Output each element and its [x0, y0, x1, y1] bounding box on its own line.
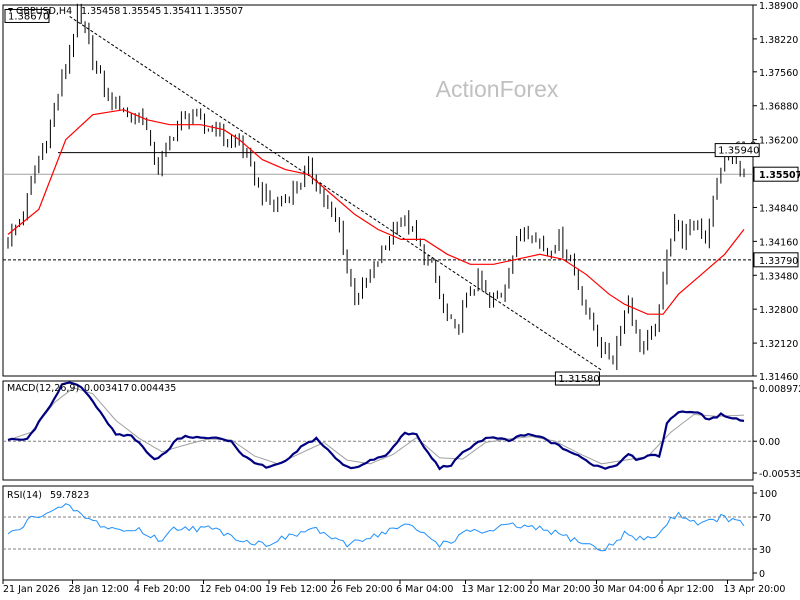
price-axis-tick-label: 1.36200 — [759, 136, 798, 147]
trendline — [69, 16, 602, 371]
support-level-box — [753, 252, 799, 268]
macd-axis-tick-label: 0.00 — [759, 437, 780, 448]
price-axis-tick-label: 1.35507 — [759, 170, 800, 181]
macd-line — [7, 381, 745, 471]
rsi-frame — [2, 485, 754, 581]
macd-axis-tick-label: -0.005356 — [759, 469, 800, 480]
rsi-axis-tick-label: 100 — [759, 489, 777, 500]
rsi-panel: 100 70 30 0 — [2, 485, 777, 581]
ohlc-close: 1.35507 — [204, 6, 243, 17]
rsi-line — [7, 503, 745, 552]
ohlc-high: 1.35545 — [122, 6, 161, 17]
symbol-label: GBPUSD,H4 — [16, 6, 72, 17]
macd-signal-value: 0.004435 — [131, 383, 176, 394]
price-axis-tick-label: 1.37560 — [759, 68, 798, 79]
price-axis-tick-label: 1.36880 — [759, 102, 798, 113]
dropdown-triangle-icon[interactable] — [8, 8, 13, 12]
macd-value: 0.003417 — [84, 383, 129, 394]
price-annotation-label: 1.35940 — [718, 146, 759, 157]
time-axis-tick-label: 28 Jan 12:00 — [69, 584, 129, 595]
macd-axis-tick-label: 0.008972 — [759, 384, 800, 395]
rsi-axis-tick-label: 0 — [759, 569, 765, 580]
macd-panel: 0.008972 0.00 -0.005356 — [2, 380, 800, 481]
time-axis-tick-label: 20 Mar 20:00 — [527, 584, 590, 595]
price-axis-tick-label: 1.31460 — [759, 372, 798, 383]
macd-signal-line — [7, 387, 745, 465]
time-axis-tick-label: 6 Apr 12:00 — [658, 584, 714, 595]
ohlc-low: 1.35411 — [163, 6, 202, 17]
price-panel: 1.38900 1.38220 1.37560 1.36880 1.36200 1.355… — [2, 1, 800, 386]
time-axis-tick-label: 30 Mar 04:00 — [593, 584, 656, 595]
time-axis-tick-label: 21 Jan 2026 — [3, 584, 60, 595]
price-axis-tick-label: 1.33790 — [759, 256, 798, 267]
watermark: ActionForex — [436, 76, 559, 102]
price-axis-tick-label: 1.33480 — [759, 271, 798, 282]
price-annotation-box — [4, 8, 50, 23]
price-frame — [2, 4, 754, 377]
time-axis-tick-label: 26 Feb 20:00 — [331, 584, 393, 595]
time-axis: 21 Jan 2026 28 Jan 12:00 4 Feb 20:00 12 Feb… — [2, 580, 786, 595]
price-annotation-box — [554, 371, 600, 386]
time-axis-tick-label: 6 Mar 04:00 — [396, 584, 453, 595]
time-axis-tick-label: 12 Feb 04:00 — [200, 584, 262, 595]
moving-average-line — [7, 109, 745, 315]
price-axis-tick-label: 1.38900 — [759, 1, 798, 12]
ohlc-open: 1.35458 — [81, 6, 120, 17]
macd-frame — [2, 380, 754, 481]
time-axis-tick-label: 13 Mar 12:00 — [462, 584, 525, 595]
price-annotation-label: 1.31580 — [558, 374, 599, 385]
price-axis-tick-label: 1.32120 — [759, 339, 798, 350]
time-axis-tick-label: 19 Feb 12:00 — [265, 584, 327, 595]
rsi-value: 59.7823 — [50, 490, 89, 501]
current-price-box — [753, 166, 799, 182]
time-axis-tick-label: 4 Feb 20:00 — [134, 584, 190, 595]
rsi-axis-tick-label: 70 — [759, 513, 771, 524]
price-annotation-label: 1.38670 — [8, 11, 49, 22]
time-axis-tick-label: 13 Apr 20:00 — [724, 584, 786, 595]
price-axis-tick-label: 1.32800 — [759, 305, 798, 316]
price-annotation-box — [714, 143, 760, 158]
price-axis-tick-label: 1.38220 — [759, 35, 798, 46]
rsi-label: RSI(14) — [7, 490, 42, 501]
rsi-axis-tick-label: 30 — [759, 545, 771, 556]
price-axis-tick-label: 1.34840 — [759, 203, 798, 214]
macd-label: MACD(12,26,9) — [7, 383, 79, 394]
price-axis-tick-label: 1.34160 — [759, 237, 798, 248]
